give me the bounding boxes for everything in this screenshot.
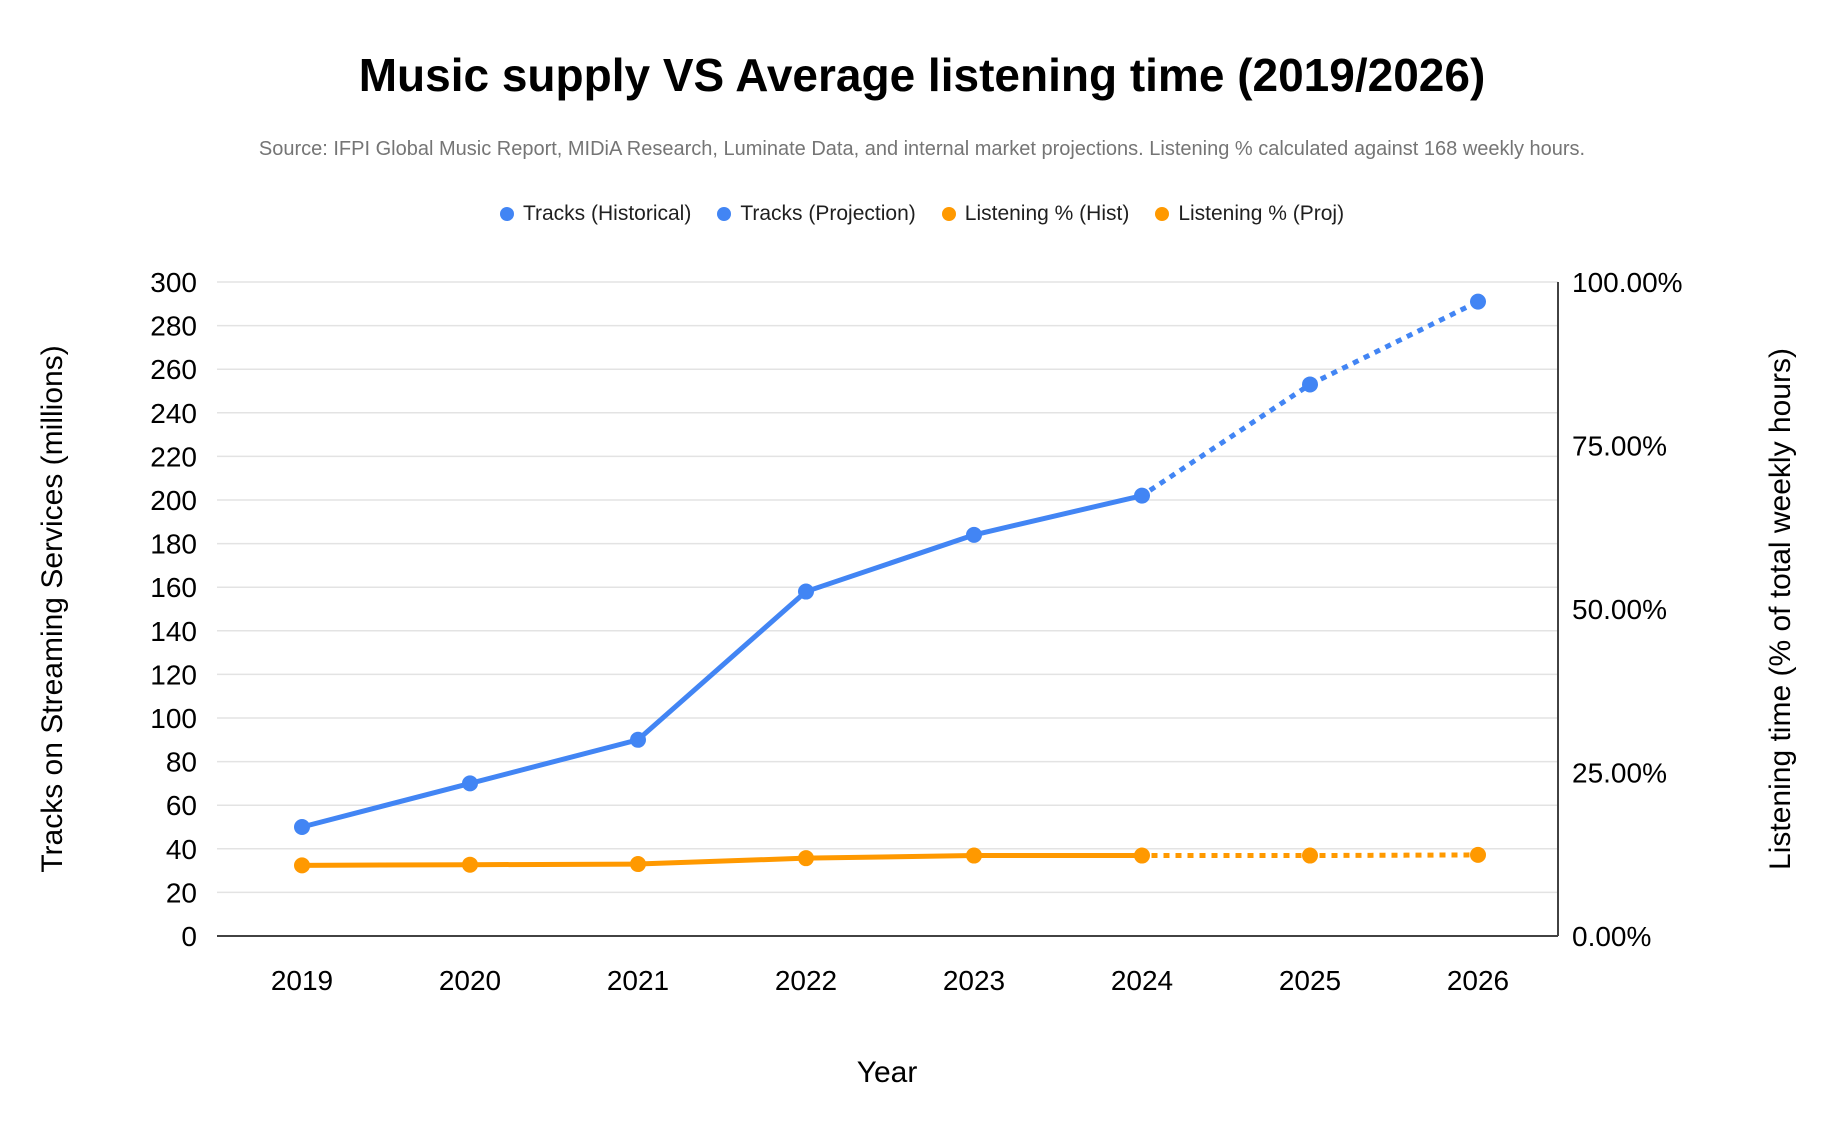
circle-icon <box>1155 207 1170 221</box>
series-line-1 <box>1138 298 1482 500</box>
data-point-2-2 <box>630 856 646 873</box>
left-axis-tick: 20 <box>166 877 197 908</box>
left-axis-tick: 260 <box>150 354 197 385</box>
data-point-3-2 <box>1470 846 1486 863</box>
left-axis-title: Tracks on Streaming Services (millions) <box>36 345 69 872</box>
data-point-2-0 <box>294 857 310 874</box>
data-point-0-2 <box>630 731 646 748</box>
legend-label: Listening % (Hist) <box>964 202 1130 225</box>
circle-icon <box>717 207 732 221</box>
left-axis-tick: 180 <box>150 529 197 560</box>
left-axis-tick: 280 <box>150 311 197 342</box>
legend-item-1: Tracks (Projection) <box>717 202 916 226</box>
left-axis-tick: 160 <box>150 572 197 603</box>
data-point-0-1 <box>462 775 478 792</box>
legend-label: Listening % (Proj) <box>1178 202 1345 225</box>
right-axis-tick: 75.00% <box>1572 431 1667 462</box>
right-axis-tick: 100.00% <box>1572 267 1683 298</box>
legend-label: Tracks (Historical) <box>522 202 692 225</box>
left-axis-tick: 220 <box>150 441 197 472</box>
right-axis-tick: 50.00% <box>1572 594 1667 625</box>
data-point-0-4 <box>966 526 982 543</box>
x-axis-tick: 2020 <box>439 965 501 996</box>
chart-title: Music supply VS Average listening time (… <box>358 49 1486 101</box>
x-axis-title: Year <box>857 1056 918 1089</box>
series-line-0 <box>301 493 1143 830</box>
right-axis-title: Listening time (% of total weekly hours) <box>1764 348 1797 870</box>
x-axis-tick: 2019 <box>271 965 333 996</box>
left-axis-tick: 240 <box>150 398 197 429</box>
data-point-2-3 <box>798 850 814 867</box>
x-axis-tick: 2024 <box>1111 965 1173 996</box>
left-axis-tick: 200 <box>150 485 197 516</box>
data-point-2-1 <box>462 856 478 873</box>
x-axis-tick: 2023 <box>943 965 1005 996</box>
data-point-0-3 <box>798 583 814 600</box>
data-point-0-0 <box>294 819 310 835</box>
legend-item-0: Tracks (Historical) <box>499 202 692 226</box>
chart-legend: Tracks (Historical) Tracks (Projection) Li… <box>0 202 1844 226</box>
data-point-1-2 <box>1470 293 1486 310</box>
left-axis-tick: 0 <box>181 921 197 952</box>
circle-icon <box>941 207 956 221</box>
data-point-1-1 <box>1302 376 1318 393</box>
chart-subtitle: Source: IFPI Global Music Report, MIDiA … <box>258 138 1586 160</box>
left-axis-tick: 140 <box>150 616 197 647</box>
right-axis-tick: 25.00% <box>1572 758 1667 789</box>
x-axis-tick: 2021 <box>607 965 669 996</box>
right-axis-tick: 0.00% <box>1572 921 1651 952</box>
legend-item-3: Listening % (Proj) <box>1155 202 1344 226</box>
x-axis-tick: 2026 <box>1447 965 1509 996</box>
left-axis-tick: 100 <box>150 703 197 734</box>
data-point-3-1 <box>1302 847 1318 864</box>
left-axis-tick: 300 <box>150 267 197 298</box>
data-point-2-4 <box>966 847 982 864</box>
x-axis-tick: 2025 <box>1279 965 1341 996</box>
left-axis-tick: 60 <box>166 790 197 821</box>
legend-item-2: Listening % (Hist) <box>941 202 1130 226</box>
x-axis-tick: 2022 <box>775 965 837 996</box>
left-axis-tick: 40 <box>166 834 197 865</box>
left-axis-tick: 120 <box>150 659 197 690</box>
circle-icon <box>499 207 514 221</box>
series-line-2 <box>301 853 1142 868</box>
legend-label: Tracks (Projection) <box>740 202 916 225</box>
left-axis-tick: 80 <box>166 747 197 778</box>
